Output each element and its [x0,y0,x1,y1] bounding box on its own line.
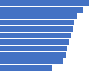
Bar [0,59,63,64]
Bar [0,33,71,38]
Bar [0,46,67,51]
Bar [0,52,66,58]
Bar [0,13,77,19]
Bar [0,20,74,25]
Bar [0,26,73,32]
Bar [0,7,83,12]
Bar [0,39,69,45]
Bar [0,65,52,71]
Bar [0,0,89,6]
